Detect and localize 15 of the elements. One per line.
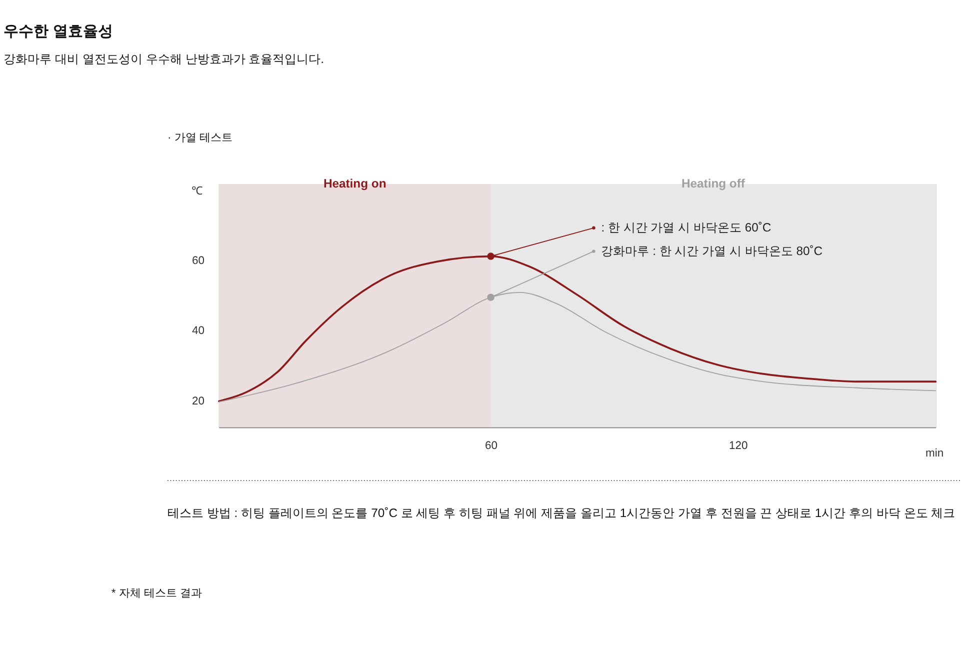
annotation: 강화마루 : 한 시간 가열 시 바닥온도 80˚C [601, 244, 823, 258]
y-tick-label: 40 [192, 325, 204, 338]
text: * 자체 테스트 결과 [111, 588, 202, 600]
band-label: Heating off [681, 176, 746, 191]
annotation: : 한 시간 가열 시 바닥온도 60˚C [601, 220, 772, 235]
chart-subtitle: 강화마루 대비 열전도성이 우수해 난방효과가 효율적입니다. [4, 52, 324, 66]
band-label: Heating on [323, 176, 386, 191]
text: · 가열 테스트 [167, 132, 232, 144]
y-axis-title: ℃ [191, 186, 202, 198]
text: 우수한 열효율성 [4, 23, 113, 40]
y-tick-label: 60 [192, 254, 204, 267]
x-axis-title: min [926, 448, 944, 460]
y-tick-label: 20 [192, 395, 204, 408]
text: 테스트 방법 : 히팅 플레이트의 온도를 70˚C 로 세팅 후 히팅 패널 위에 제품을 올리고 1시간동안 가열 후 전원을 끈 상태로 1시간 후의 바닥 온도 체크 [167, 506, 956, 520]
x-tick-label: 120 [729, 440, 748, 452]
